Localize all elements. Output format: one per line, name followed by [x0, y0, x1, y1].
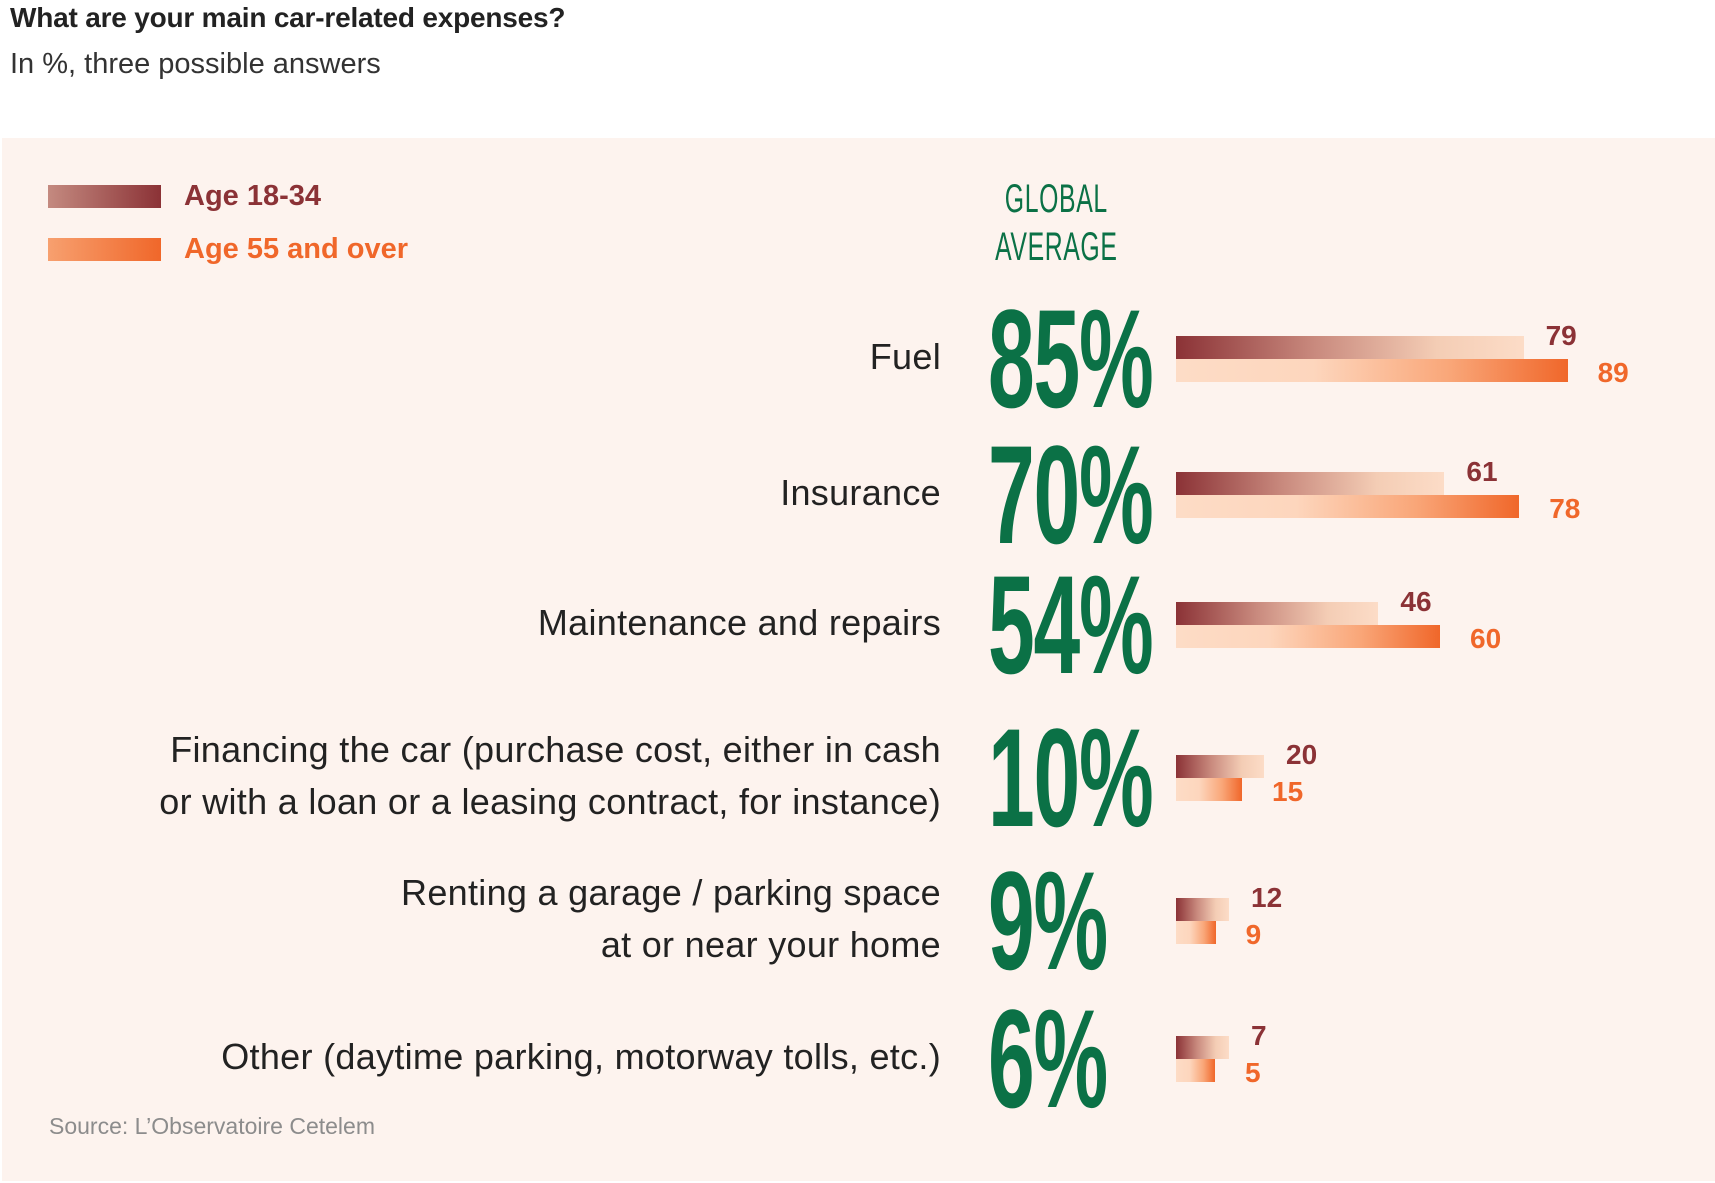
category-label: Maintenance and repairs — [538, 597, 941, 649]
value-label-age-55-over: 89 — [1597, 357, 1629, 388]
value-label-age-55-over: 9 — [1245, 919, 1262, 950]
category-label-line: Financing the car (purchase cost, either… — [170, 729, 941, 770]
category-label: Insurance — [780, 467, 941, 519]
legend-swatch-age-18-34 — [48, 184, 161, 208]
legend-label-age-55-over: Age 55 and over — [184, 232, 409, 265]
legend-item-age-18-34: Age 18-34 — [48, 180, 321, 212]
bar-age-55-over — [1176, 359, 1568, 382]
legend-label-age-18-34: Age 18-34 — [184, 179, 322, 212]
global-average-value: 6% — [988, 980, 1108, 1137]
bar-age-18-34 — [1176, 602, 1379, 625]
global-average-heading: GLOBAL AVERAGE — [985, 175, 1128, 271]
bar-age-55-over — [1176, 778, 1242, 801]
category-label: Renting a garage / parking space at or ne… — [401, 867, 941, 971]
value-label-age-18-34: 46 — [1400, 586, 1432, 617]
bar-age-18-34 — [1176, 898, 1229, 921]
bar-age-55-over — [1176, 921, 1216, 944]
bar-age-18-34 — [1176, 1036, 1229, 1059]
chart-title: What are your main car-related expenses? — [10, 2, 566, 33]
value-label-age-18-34: 12 — [1251, 882, 1283, 913]
value-label-age-18-34: 7 — [1251, 1020, 1267, 1051]
value-label-age-55-over: 15 — [1272, 776, 1304, 807]
category-label: Financing the car (purchase cost, either… — [159, 724, 941, 828]
category-label: Other (daytime parking, motorway tolls, … — [221, 1031, 941, 1083]
global-average-value: 85% — [988, 280, 1154, 437]
chart-panel — [2, 138, 1715, 1181]
bar-age-55-over — [1176, 1059, 1215, 1082]
global-average-value: 9% — [988, 842, 1108, 999]
category-label-line: Maintenance and repairs — [537, 602, 941, 643]
value-label-age-55-over: 5 — [1245, 1057, 1261, 1088]
bar-age-55-over — [1176, 625, 1440, 648]
source-note: Source: L’Observatoire Cetelem — [49, 1113, 375, 1139]
legend-item-age-55-over: Age 55 and over — [48, 233, 408, 265]
bar-age-18-34 — [1176, 755, 1264, 778]
category-label-line: at or near your home — [600, 924, 941, 965]
global-average-heading-line2: AVERAGE — [995, 225, 1118, 269]
value-label-age-18-34: 61 — [1466, 456, 1498, 487]
value-label-age-55-over: 60 — [1470, 623, 1502, 654]
category-label-line: Other (daytime parking, motorway tolls, … — [221, 1036, 941, 1077]
global-average-value: 10% — [988, 699, 1154, 856]
value-label-age-18-34: 79 — [1545, 320, 1577, 351]
category-label-line: Renting a garage / parking space — [401, 872, 941, 913]
value-label-age-18-34: 20 — [1286, 739, 1318, 770]
category-label-line: Fuel — [869, 336, 941, 377]
global-average-value: 70% — [988, 416, 1154, 573]
bar-age-18-34 — [1176, 336, 1524, 359]
global-average-heading-line1: GLOBAL — [1004, 177, 1108, 221]
bar-age-55-over — [1176, 495, 1520, 518]
value-label-age-55-over: 78 — [1549, 493, 1581, 524]
category-label-line: or with a loan or a leasing contract, fo… — [159, 781, 941, 822]
chart-subtitle: In %, three possible answers — [10, 48, 381, 80]
global-average-value: 54% — [988, 546, 1154, 703]
category-label-line: Insurance — [780, 472, 941, 513]
legend-swatch-age-55-over — [48, 237, 161, 261]
category-label: Fuel — [870, 331, 941, 383]
bar-age-18-34 — [1176, 472, 1445, 495]
